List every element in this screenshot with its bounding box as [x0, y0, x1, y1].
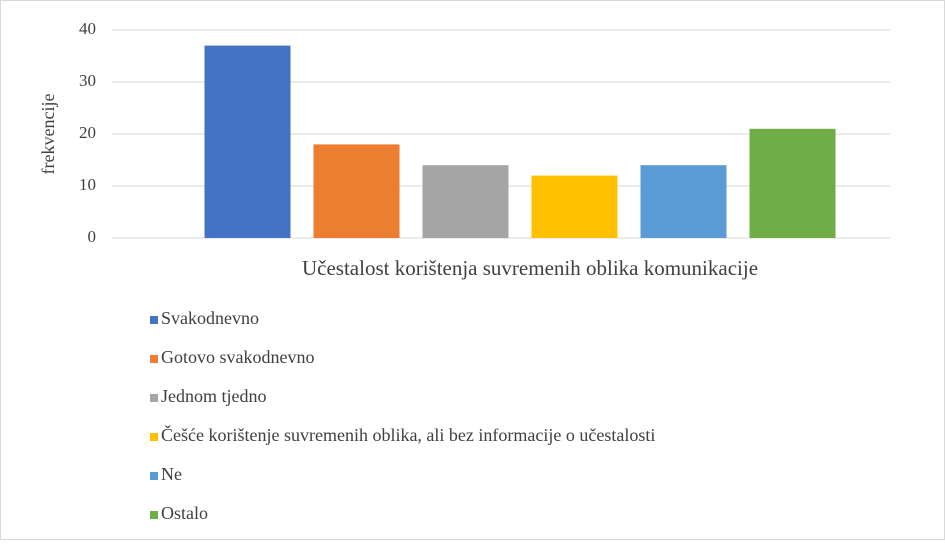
- bar: [640, 165, 727, 238]
- bar: [422, 165, 509, 238]
- legend-swatch: [150, 316, 158, 324]
- legend-label: Jednom tjedno: [161, 386, 267, 406]
- y-axis-label: frekvencije: [38, 94, 58, 175]
- legend-swatch: [150, 394, 158, 402]
- legend-label: Svakodnevno: [161, 308, 259, 328]
- bar: [204, 45, 291, 238]
- bar: [313, 144, 400, 238]
- y-tick-label: 0: [88, 227, 97, 246]
- bar: [749, 128, 836, 238]
- legend-label: Češće korištenje suvremenih oblika, ali …: [161, 424, 655, 445]
- y-tick-label: 40: [79, 19, 96, 38]
- legend-label: Ostalo: [161, 503, 208, 523]
- legend-swatch: [150, 355, 158, 363]
- y-tick-label: 30: [79, 71, 96, 90]
- legend-swatch: [150, 472, 158, 480]
- legend-swatch: [150, 433, 158, 441]
- legend-swatch: [150, 511, 158, 519]
- y-tick-label: 20: [79, 123, 96, 142]
- x-tick-label: Učestalost korištenja suvremenih oblika …: [302, 256, 758, 280]
- legend-label: Gotovo svakodnevno: [161, 347, 314, 367]
- y-tick-label: 10: [79, 175, 96, 194]
- legend-label: Ne: [161, 464, 182, 484]
- bar: [531, 175, 618, 238]
